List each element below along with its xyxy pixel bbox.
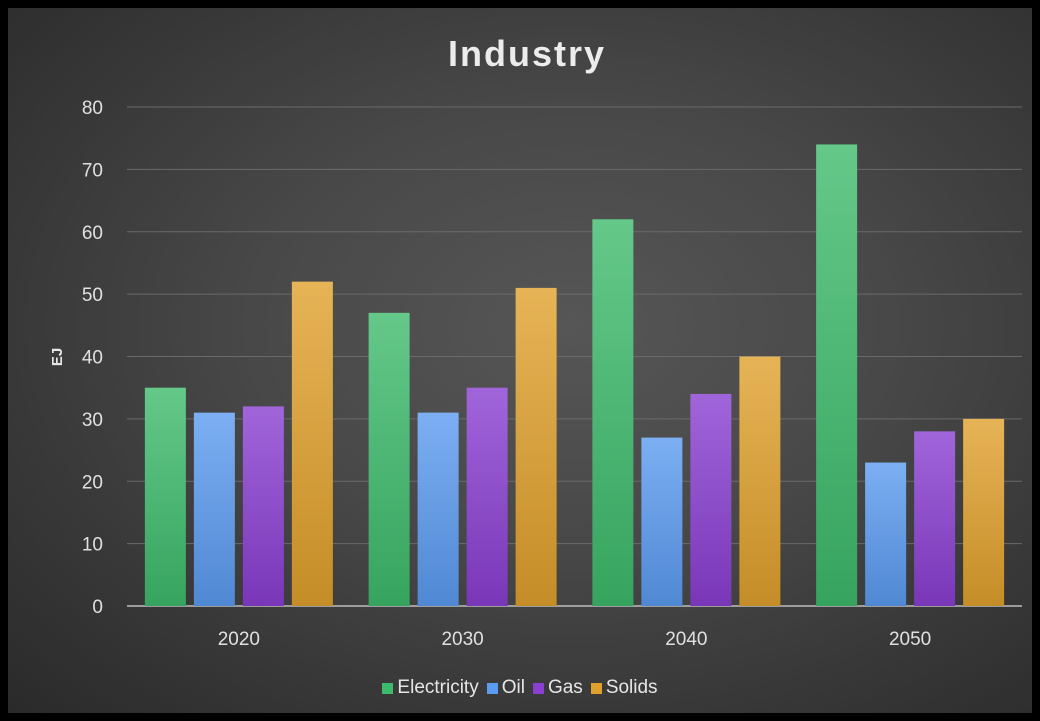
bar-gas-2030 [466,387,508,606]
legend-swatch [532,682,544,694]
x-tick-label: 2040 [665,629,707,650]
y-tick-label: 50 [82,285,103,306]
x-axis-ticks: 2020 2030 2040 2050 [218,629,932,650]
legend: Electricity Oil Gas Solids [0,674,1040,702]
y-tick-label: 0 [92,597,103,618]
legend-label: Oil [501,677,525,698]
bar-oil-2020 [193,412,235,606]
legend-swatch [486,682,498,694]
y-axis-ticks: 0 10 20 30 40 50 60 70 80 [82,98,103,618]
y-tick-label: 40 [82,348,103,369]
y-axis-label: EJ [49,348,66,366]
y-tick-label: 60 [82,223,103,244]
legend-label: Gas [547,677,583,698]
bar-oil-2050 [865,462,907,606]
y-tick-label: 30 [82,410,103,431]
bar-solids-2050 [963,418,1005,606]
x-tick-label: 2020 [218,629,260,650]
x-tick-label: 2050 [889,629,931,650]
x-tick-label: 2030 [441,629,483,650]
legend-item-oil: Oil [486,677,525,699]
legend-swatch [590,682,602,694]
bar-oil-2030 [417,412,459,606]
bar-gas-2040 [690,393,732,606]
bar-electricity-2020 [144,387,186,606]
y-tick-label: 10 [82,535,103,556]
y-tick-label: 70 [82,160,103,181]
legend-item-gas: Gas [532,677,583,699]
bar-solids-2040 [739,356,781,606]
bar-oil-2040 [641,437,683,606]
bar-electricity-2040 [592,219,634,606]
bar-gas-2050 [914,431,956,606]
bar-electricity-2050 [816,144,858,607]
y-tick-label: 80 [82,98,103,119]
legend-swatch [382,682,394,694]
legend-item-solids: Solids [590,677,658,699]
bar-solids-2030 [515,287,557,606]
bar-electricity-2030 [368,312,410,606]
bar-solids-2020 [291,281,333,606]
chart-title: Industry [448,33,606,74]
legend-item-electricity: Electricity [382,677,479,699]
legend-label: Electricity [397,677,479,698]
bar-gas-2020 [242,406,284,606]
bars [144,144,1005,607]
y-tick-label: 20 [82,472,103,493]
legend-label: Solids [605,677,658,698]
